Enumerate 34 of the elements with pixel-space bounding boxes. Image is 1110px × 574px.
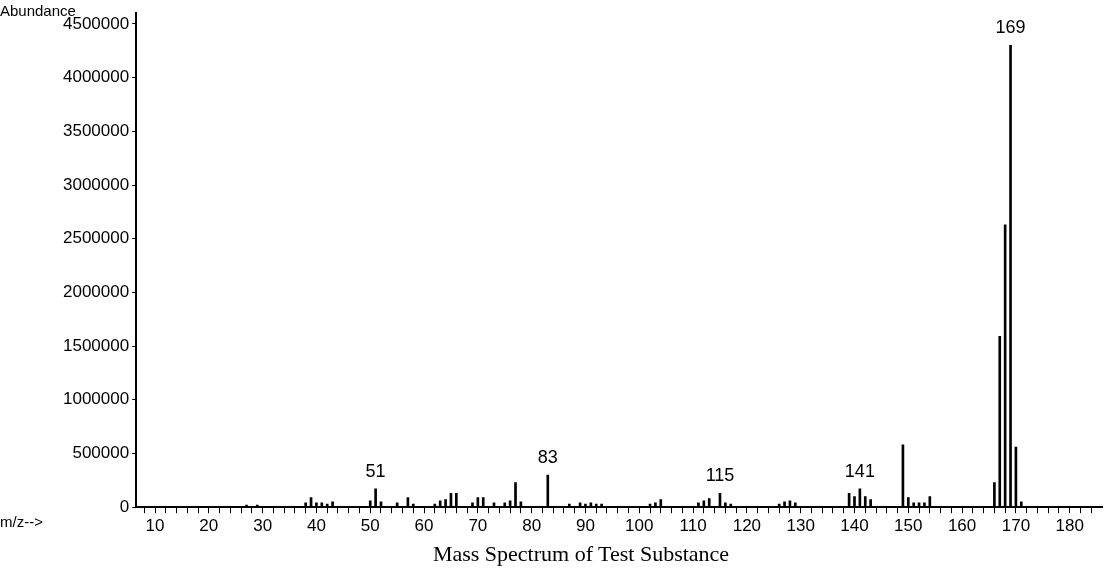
y-tick-label: 3000000 — [62, 174, 130, 194]
x-tick-label: 70 — [468, 516, 488, 536]
y-tick-label: 500000 — [72, 443, 130, 463]
x-tick-label: 90 — [576, 516, 595, 536]
y-tick-label: 2500000 — [62, 228, 130, 248]
x-tick-label: 10 — [145, 516, 165, 536]
annotation: 169 — [995, 17, 1026, 38]
annotation: 141 — [844, 460, 875, 481]
y-tick-label: 3500000 — [62, 121, 130, 141]
x-tick-label: 130 — [786, 516, 815, 536]
x-tick-label: 60 — [414, 516, 434, 536]
y-tick-label: 1000000 — [62, 389, 130, 409]
x-axis-title: m/z--> — [0, 513, 44, 531]
y-tick-label: 1500000 — [62, 335, 130, 355]
x-tick-label: 180 — [1055, 516, 1084, 536]
x-tick-label: 140 — [840, 516, 869, 536]
x-tick-label: 160 — [947, 516, 977, 536]
y-tick-label: 4000000 — [62, 67, 130, 87]
x-tick-label: 20 — [199, 516, 219, 536]
x-tick-label: 110 — [679, 516, 707, 536]
text: Mass Spectrum of Test Substance — [432, 540, 730, 566]
x-tick-label: 150 — [894, 516, 923, 536]
y-tick-label: 0 — [119, 496, 130, 516]
annotation: 115 — [705, 465, 735, 486]
x-tick-label: 120 — [732, 516, 762, 536]
y-tick-label: 2000000 — [62, 282, 130, 302]
x-tick-label: 40 — [306, 516, 326, 536]
x-tick-label: 170 — [1001, 516, 1031, 536]
x-tick-label: 30 — [253, 516, 273, 536]
annotation: 83 — [537, 446, 558, 467]
x-tick-label: 100 — [625, 516, 654, 536]
annotation: 51 — [365, 460, 386, 481]
x-tick-label: 80 — [522, 516, 542, 536]
x-tick-label: 50 — [360, 516, 380, 536]
